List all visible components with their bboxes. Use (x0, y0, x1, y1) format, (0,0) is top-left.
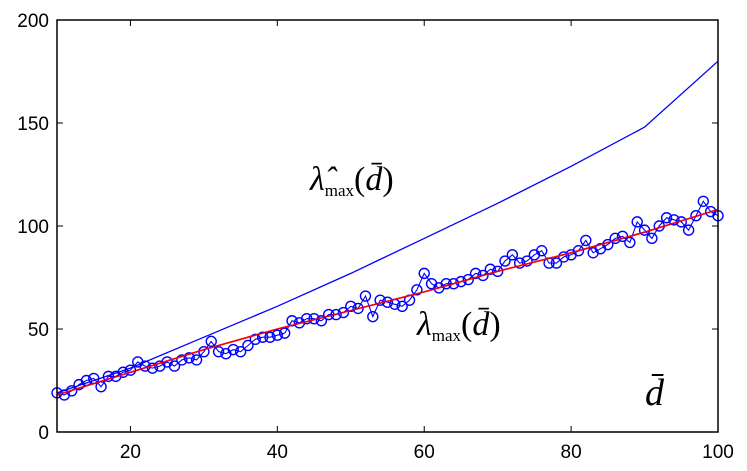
data-point (646, 232, 658, 245)
data-point (242, 339, 254, 352)
x-tick-label: 80 (561, 442, 582, 463)
data-point (521, 255, 533, 267)
data-point (183, 352, 195, 364)
data-point (550, 257, 563, 269)
series-line-lambda-hat-max (56, 60, 719, 394)
data-point (411, 284, 423, 296)
series-line-lambda-max (56, 200, 719, 396)
data-point (455, 275, 467, 288)
data-point (345, 300, 357, 313)
data-point (682, 224, 695, 236)
data-point (668, 214, 680, 226)
data-point (374, 294, 386, 306)
y-tick-label: 200 (17, 11, 49, 32)
annotation-lambda-hat-max: λ̂max(d̄) (309, 161, 394, 200)
data-point (660, 212, 673, 224)
data-point (176, 354, 188, 366)
x-tick-label: 40 (267, 442, 288, 463)
data-point (499, 255, 511, 267)
plot-frame (56, 19, 719, 433)
annotation-lambda-max: λmax(d̄) (416, 306, 501, 345)
data-point (330, 308, 342, 321)
data-point (580, 234, 592, 247)
data-point (301, 313, 313, 325)
data-point (190, 354, 203, 366)
data-point (102, 370, 115, 383)
y-tick-label: 0 (38, 423, 49, 444)
data-point (212, 345, 225, 358)
data-point (367, 310, 379, 323)
data-point (447, 277, 460, 290)
y-tick-label: 100 (17, 217, 49, 238)
data-point (690, 209, 702, 222)
data-point (205, 335, 217, 348)
x-tick-label: 20 (120, 442, 141, 463)
data-point (168, 360, 181, 372)
data-point (256, 331, 269, 343)
data-point (278, 327, 291, 339)
data-point (484, 263, 497, 275)
data-point (462, 273, 474, 286)
data-point (65, 385, 78, 397)
y-tick-label: 50 (28, 320, 49, 341)
data-point (396, 300, 408, 313)
data-point (234, 345, 247, 358)
data-point (572, 245, 585, 257)
data-point (315, 315, 328, 327)
data-point (536, 245, 548, 257)
data-point (249, 333, 262, 345)
data-point (352, 302, 364, 315)
data-point (506, 249, 519, 261)
data-point (697, 195, 710, 207)
y-tick-label: 150 (17, 114, 49, 135)
data-point (117, 366, 129, 378)
data-point (558, 251, 570, 263)
data-point (264, 331, 276, 343)
x-axis-label: d̄ (645, 372, 665, 414)
data-point (477, 269, 489, 282)
series-line-lambda-max-fit-overlay (56, 208, 719, 396)
data-point (469, 267, 482, 280)
data-point (271, 329, 284, 341)
data-point (491, 265, 504, 278)
data-point (624, 236, 636, 249)
data-point (418, 267, 430, 280)
data-point (337, 306, 350, 319)
data-point (227, 343, 239, 356)
x-tick-label: 60 (414, 442, 435, 463)
data-point (146, 362, 159, 374)
data-point (631, 216, 643, 228)
x-tick-label: 100 (702, 442, 734, 463)
data-point (359, 290, 372, 302)
data-point (514, 257, 526, 269)
